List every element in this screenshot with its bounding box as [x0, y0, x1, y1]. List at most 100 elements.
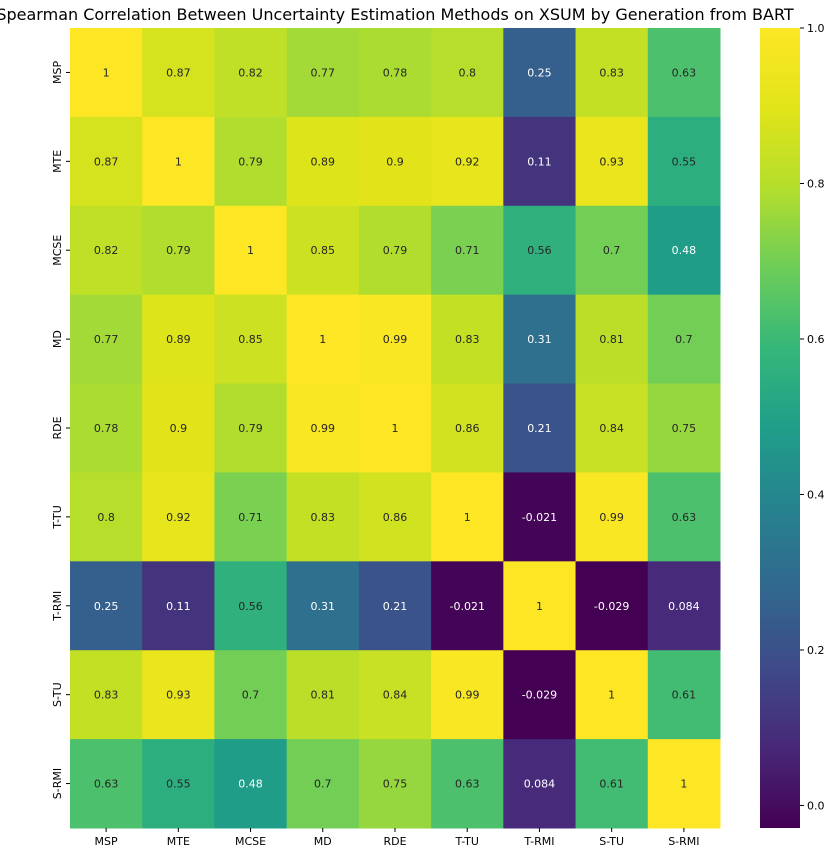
x-tick-label: T-TU: [454, 835, 478, 848]
heatmap-cell: [286, 205, 360, 296]
heatmap-cell: [575, 205, 649, 296]
x-tick-label: S-TU: [599, 835, 624, 848]
colorbar-tick-label: 1.0: [807, 22, 825, 35]
y-tick-label: MSP: [51, 61, 64, 84]
x-tick-label: T-RMI: [523, 835, 554, 848]
cell-value-label: 0.79: [238, 422, 263, 435]
heatmap-cell: [503, 28, 577, 118]
cell-value-label: 1: [103, 66, 110, 79]
cell-value-label: 0.85: [238, 333, 263, 346]
cell-value-label: 0.77: [94, 333, 119, 346]
colorbar-tick-label: 0.6: [807, 333, 825, 346]
cell-value-label: 0.99: [599, 511, 624, 524]
cell-value-label: 0.85: [311, 244, 336, 257]
heatmap-cell: [503, 472, 577, 562]
cell-value-label: 0.63: [672, 511, 697, 524]
heatmap-cell: [358, 472, 432, 562]
heatmap-cell: [358, 116, 432, 207]
heatmap-cell: [286, 294, 360, 385]
cell-value-label: 0.87: [166, 66, 191, 79]
y-tick-label: MCSE: [51, 235, 64, 266]
cell-value-label: 0.93: [599, 155, 624, 168]
heatmap-cell: [575, 472, 649, 562]
cell-value-label: 0.99: [455, 689, 480, 702]
y-axis: MSP MTE MCSE MD RDE T-TU T-RMI S-TU S-RMI: [51, 61, 70, 799]
heatmap-cell: [70, 650, 143, 740]
heatmap-cell: [431, 561, 504, 651]
heatmap-cell: [70, 116, 143, 207]
cell-value-label: 0.89: [311, 155, 336, 168]
colorbar-tick-label: 0.4: [807, 488, 825, 501]
heatmap-cell: [647, 205, 721, 296]
cell-value-label: 1: [608, 689, 615, 702]
heatmap-cell: [142, 739, 215, 829]
heatmap-cell: [358, 739, 432, 829]
heatmap-cell: [575, 28, 649, 118]
heatmap-cell: [214, 739, 288, 829]
x-axis: MSP MTE MCSE MD RDE T-TU T-RMI S-TU S-RMI: [95, 828, 700, 848]
cell-value-label: 0.7: [242, 689, 260, 702]
cell-value-label: 0.78: [94, 422, 119, 435]
heatmap-cell: [503, 561, 577, 651]
heatmap-cell: [647, 650, 721, 740]
heatmap-cell: [575, 739, 649, 829]
cell-value-label: 0.81: [599, 333, 624, 346]
heatmap-cell: [142, 561, 215, 651]
heatmap-cell: [575, 383, 649, 473]
cell-value-label: 0.31: [311, 600, 336, 613]
cell-value-label: 0.31: [527, 333, 552, 346]
y-tick-label: S-TU: [51, 682, 64, 707]
x-tick-label: RDE: [383, 835, 406, 848]
cell-value-label: 1: [392, 422, 399, 435]
heatmap-cell: [358, 28, 432, 118]
heatmap-cell: [214, 116, 288, 207]
cell-value-label: 0.56: [527, 244, 552, 257]
heatmap-cell: [647, 294, 721, 385]
heatmap-cell: [142, 650, 215, 740]
cell-value-label: 1: [319, 333, 326, 346]
heatmap-cell: [431, 650, 504, 740]
heatmap-cell: [286, 561, 360, 651]
cell-value-label: 0.82: [238, 66, 263, 79]
cell-value-label: 1: [536, 600, 543, 613]
heatmap-cell: [142, 472, 215, 562]
heatmap-cell: [431, 205, 504, 296]
heatmap-cell: [286, 116, 360, 207]
colorbar-ticks: 0.0 0.2 0.4 0.6 0.8 1.0: [800, 22, 825, 812]
heatmap-cell: [142, 116, 215, 207]
heatmap-cell: [214, 650, 288, 740]
cell-value-label: 0.92: [455, 155, 480, 168]
cell-value-label: 0.75: [672, 422, 697, 435]
heatmap-cell: [358, 294, 432, 385]
cell-value-label: 0.82: [94, 244, 119, 257]
cell-value-label: 0.92: [166, 511, 191, 524]
heatmap-cell: [431, 116, 504, 207]
heatmap-cell: [142, 28, 215, 118]
y-tick-label: T-TU: [51, 505, 64, 529]
cell-value-label: 0.9: [386, 155, 404, 168]
cell-value-label: 0.61: [599, 778, 624, 791]
cell-value-label: 0.61: [672, 689, 697, 702]
colorbar: 0.0 0.2 0.4 0.6 0.8 1.0: [760, 22, 825, 828]
cell-value-label: 0.25: [527, 66, 552, 79]
cell-value-label: -0.029: [594, 600, 629, 613]
cell-value-label: 0.55: [672, 155, 697, 168]
heatmap-cell: [575, 294, 649, 385]
cell-value-label: 0.79: [166, 244, 191, 257]
heatmap-cell: [214, 294, 288, 385]
cell-value-label: 0.8: [458, 66, 476, 79]
x-tick-label: MD: [314, 835, 332, 848]
cell-value-label: 0.87: [94, 155, 119, 168]
x-tick-label: S-RMI: [668, 835, 699, 848]
cell-value-label: 0.7: [603, 244, 621, 257]
cell-value-label: 0.86: [455, 422, 480, 435]
heatmap-cell: [286, 650, 360, 740]
cell-value-label: 0.83: [455, 333, 480, 346]
heatmap-cell: [647, 561, 721, 651]
heatmap-cell: [142, 383, 215, 473]
heatmap-cell: [503, 116, 577, 207]
heatmap-cell: [70, 561, 143, 651]
cell-value-label: 0.78: [383, 66, 408, 79]
cell-value-label: 0.79: [238, 155, 263, 168]
colorbar-gradient: [760, 28, 800, 828]
